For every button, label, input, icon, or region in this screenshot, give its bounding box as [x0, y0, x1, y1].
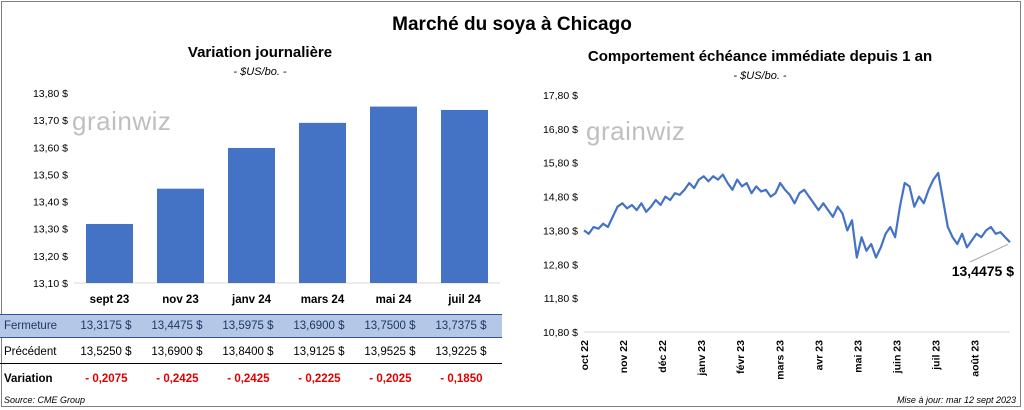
- table-cell: 13,7375 $: [435, 320, 487, 332]
- x-tick-label: oct 22: [579, 340, 591, 371]
- x-tick-label: juin 23: [891, 340, 903, 374]
- table-cell: 13,9125 $: [293, 346, 345, 358]
- table-cell: - 0,2425: [227, 373, 270, 385]
- bar-chart-watermark: grainwiz: [72, 106, 172, 136]
- y-tick-label: 16,80 $: [543, 124, 578, 136]
- table-cell: - 0,2225: [298, 373, 341, 385]
- x-tick-label: nov 22: [618, 340, 630, 373]
- y-tick-label: 15,80 $: [543, 158, 578, 170]
- table-cell: 13,3175 $: [80, 320, 132, 332]
- y-tick-label: 13,70 $: [33, 115, 68, 127]
- x-tick-label: mai 24: [376, 294, 412, 306]
- table-row-close: Fermeture 13,3175 $ 13,4475 $ 13,5975 $ 13,…: [0, 314, 502, 338]
- table-cell: 13,9225 $: [435, 346, 487, 358]
- table-cell: - 0,1850: [440, 373, 483, 385]
- table-cell: - 0,2025: [369, 373, 412, 385]
- source-note: Source: CME Group: [4, 395, 86, 405]
- x-tick-label: avr 23: [813, 340, 825, 371]
- table-cell: 13,5975 $: [222, 320, 274, 332]
- table-row-previous: Précédent 13,5250 $ 13,6900 $ 13,8400 $ 13,…: [0, 341, 502, 364]
- y-tick-label: 13,30 $: [33, 224, 68, 236]
- y-tick-label: 10,80 $: [543, 327, 578, 339]
- y-tick-label: 13,60 $: [33, 142, 68, 154]
- y-tick-label: 13,10 $: [33, 278, 68, 290]
- table-row-variation: Variation - 0,2075 - 0,2425 - 0,2425 - 0,22…: [0, 368, 502, 390]
- y-tick-label: 13,80 $: [33, 88, 68, 100]
- table-cell: 13,8400 $: [222, 346, 274, 358]
- table-cell: 13,9525 $: [364, 346, 416, 358]
- y-tick-label: 17,80 $: [543, 90, 578, 102]
- x-tick-label: janv 23: [696, 340, 708, 377]
- bar: [370, 106, 417, 283]
- table-cell: 13,4475 $: [151, 320, 203, 332]
- row-label: Précédent: [4, 346, 57, 358]
- bar: [441, 109, 488, 283]
- x-tick-label: mars 24: [301, 294, 345, 306]
- bar: [299, 122, 346, 283]
- x-tick-label: juil 23: [931, 340, 943, 371]
- table-cell: - 0,2425: [156, 373, 199, 385]
- bar: [157, 188, 204, 283]
- row-label: Fermeture: [4, 320, 58, 332]
- y-tick-label: 11,80 $: [544, 293, 578, 305]
- table-cell: 13,5250 $: [80, 346, 132, 358]
- x-tick-label: févr 23: [735, 340, 747, 374]
- x-tick-label: juil 24: [447, 294, 481, 306]
- last-value-leader: [969, 243, 1009, 263]
- x-tick-label: nov 23: [162, 294, 198, 306]
- bar-chart: 13,10 $ 13,20 $ 13,30 $ 13,40 $ 13,50 $ 13,60…: [33, 88, 500, 306]
- table-cell: - 0,2075: [85, 373, 128, 385]
- line-chart-title: Comportement échéance immédiate depuis 1…: [587, 48, 933, 65]
- x-tick-label: sept 23: [90, 294, 130, 306]
- page-title: Marché du soya à Chicago: [392, 14, 632, 35]
- table-cell: 13,6900 $: [151, 346, 203, 358]
- x-tick-label: déc 22: [657, 340, 669, 373]
- update-note: Mise à jour: mar 12 sept 2023: [896, 395, 1016, 405]
- bar-chart-title: Variation journalière: [187, 44, 333, 61]
- y-tick-label: 13,40 $: [33, 197, 68, 209]
- bar: [86, 223, 133, 283]
- y-tick-label: 13,50 $: [33, 169, 68, 181]
- line-chart-unit: - $US/bo. -: [733, 70, 787, 82]
- y-tick-label: 14,80 $: [543, 192, 578, 204]
- x-tick-label: mai 23: [852, 340, 864, 373]
- line-chart-watermark: grainwiz: [586, 116, 686, 146]
- x-tick-label: mars 23: [774, 340, 786, 380]
- bar-chart-unit: - $US/bo. -: [233, 66, 287, 78]
- last-value-label: 13,4475 $: [952, 263, 1014, 279]
- y-tick-label: 12,80 $: [543, 259, 578, 271]
- x-tick-label: janv 24: [231, 294, 272, 306]
- table-cell: 13,7500 $: [364, 320, 416, 332]
- y-tick-label: 13,80 $: [543, 225, 578, 237]
- x-tick-label: août 23: [970, 340, 982, 377]
- y-tick-label: 13,20 $: [33, 251, 68, 263]
- bar: [228, 147, 275, 283]
- table-cell: 13,6900 $: [293, 320, 345, 332]
- price-line: [583, 171, 1011, 259]
- row-label: Variation: [4, 373, 53, 385]
